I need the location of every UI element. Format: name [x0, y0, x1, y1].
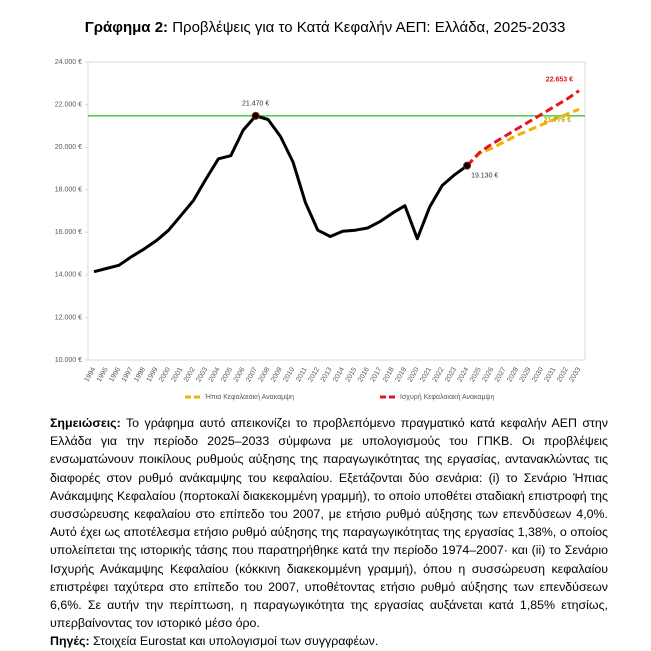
notes-label: Σημειώσεις:: [50, 416, 121, 430]
series-line: [93, 114, 468, 274]
x-tick-label: 2020: [407, 366, 421, 383]
title-label: Γράφημα 2:: [85, 19, 168, 36]
series-line: [466, 89, 580, 167]
x-tick-label: 2017: [370, 366, 384, 383]
y-tick-label: 22.000 €: [55, 101, 82, 108]
x-tick-label: 2007: [245, 366, 259, 383]
x-tick-label: 2016: [357, 366, 371, 383]
y-tick-label: 14.000 €: [55, 272, 82, 279]
notes-paragraph: Σημειώσεις: Το γράφημα αυτό απεικονίζει …: [50, 414, 608, 632]
x-tick-label: 2004: [208, 366, 222, 383]
chart: Γράφημα 2: Προβλέψεις για το Κατά Κεφαλή…: [55, 19, 586, 401]
plot-frame: [87, 61, 586, 361]
x-tick-label: 2032: [556, 366, 570, 383]
x-tick-label: 2009: [270, 366, 284, 383]
x-tick-label: 1999: [146, 366, 160, 383]
point-marker: [251, 111, 260, 120]
y-tick-label: 10.000 €: [55, 357, 82, 364]
title-text: Προβλέψεις για το Κατά Κεφαλήν ΑΕΠ: Ελλά…: [172, 19, 565, 36]
notes-text: Το γράφημα αυτό απεικονίζει το προβλεπόμ…: [50, 416, 609, 631]
y-tick-label: 20.000 €: [55, 144, 82, 151]
y-tick-label: 12.000 €: [55, 314, 82, 321]
y-tick-label: 18.000 €: [55, 187, 82, 194]
x-tick-label: 2008: [258, 366, 272, 383]
notes: Σημειώσεις: Το γράφημα αυτό απεικονίζει …: [50, 414, 608, 651]
x-tick-label: 2006: [233, 366, 247, 383]
legend-label: Ήπια Κεφαλαιακή Ανακαμψη: [204, 394, 294, 401]
x-tick-label: 2019: [394, 366, 408, 383]
x-tick-label: 2018: [382, 366, 396, 383]
x-tick-label: 2003: [195, 366, 209, 383]
page: Γράφημα 2: Προβλέψεις για το Κατά Κεφαλή…: [50, 18, 609, 649]
x-tick-label: 1997: [121, 366, 135, 383]
x-tick-label: 2014: [332, 366, 346, 383]
x-tick-label: 2026: [481, 366, 495, 383]
x-tick-label: 2001: [171, 366, 185, 383]
x-tick-label: 2015: [345, 366, 359, 383]
x-tick-label: 2012: [307, 366, 321, 383]
x-tick-label: 2029: [519, 366, 533, 383]
data-label: 21.776 €: [544, 117, 571, 124]
x-tick-label: 1998: [133, 366, 147, 383]
legend-label: Ισχυρή Κεφαλαιακή Ανακαμψη: [400, 394, 495, 401]
x-tick-label: 2005: [220, 366, 234, 383]
x-tick-label: 2033: [568, 366, 582, 383]
x-tick-label: 2024: [457, 366, 471, 383]
x-tick-label: 2022: [432, 366, 446, 383]
x-tick-label: 2013: [320, 366, 334, 383]
x-tick-label: 1996: [108, 366, 122, 383]
x-tick-label: 1994: [83, 366, 97, 383]
point-marker: [463, 161, 472, 170]
x-tick-label: 2027: [494, 366, 508, 383]
data-label: 19.130 €: [471, 173, 498, 180]
x-tick-label: 1995: [96, 366, 110, 383]
x-tick-label: 2023: [444, 366, 458, 383]
source-paragraph: Πηγές: Στοιχεία Eurostat και υπολογισμοί…: [50, 632, 608, 650]
x-tick-label: 2025: [469, 366, 483, 383]
data-label: 22.653 €: [546, 77, 573, 84]
x-tick-label: 2010: [282, 366, 296, 383]
x-tick-label: 2000: [158, 366, 172, 383]
x-tick-label: 2028: [506, 366, 520, 383]
y-tick-label: 24.000 €: [55, 59, 82, 66]
data-label: 21.470 €: [242, 101, 269, 108]
x-tick-label: 2031: [544, 366, 558, 383]
x-tick-label: 2030: [531, 366, 545, 383]
x-tick-label: 2002: [183, 366, 197, 383]
chart-title: Γράφημα 2: Προβλέψεις για το Κατά Κεφαλή…: [85, 19, 566, 36]
y-tick-label: 16.000 €: [55, 229, 82, 236]
series-line: [466, 107, 580, 167]
x-tick-label: 2021: [419, 366, 433, 383]
